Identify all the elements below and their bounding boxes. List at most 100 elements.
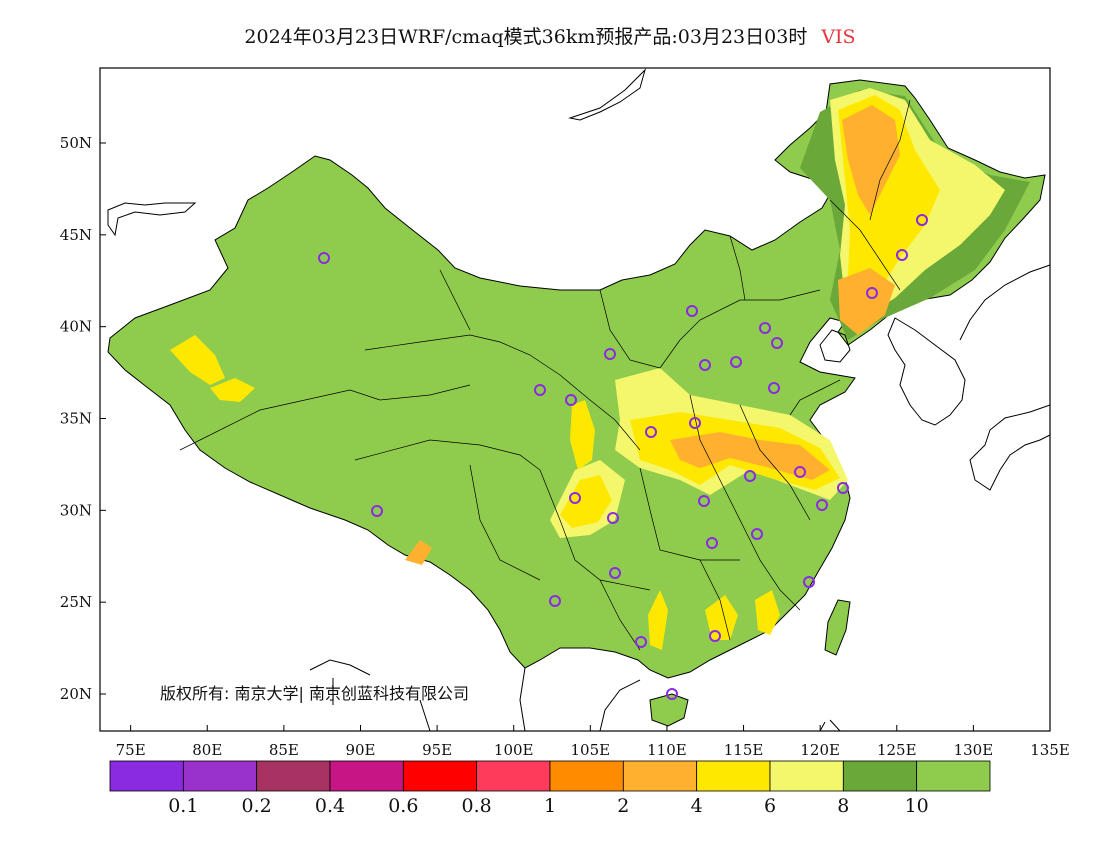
lon-tick-label: 100E <box>494 741 534 759</box>
title-main: 2024年03月23日WRF/cmaq模式36km预报产品:03月23日03时 <box>244 26 808 48</box>
station-marker <box>371 505 383 517</box>
colorbar-swatch <box>842 760 918 792</box>
colorbar-swatch <box>256 760 331 792</box>
coast-india <box>309 659 431 732</box>
title-variable: VIS <box>821 26 856 48</box>
lon-tick-label: 80E <box>192 741 222 759</box>
lon-tick-label: 95E <box>422 741 452 759</box>
station-marker <box>816 499 828 511</box>
coast-bohai <box>819 329 851 363</box>
lon-tick-label: 110E <box>647 741 687 759</box>
latitude-axis: 20N 25N 30N 35N 40N 45N 50N <box>60 134 106 703</box>
lat-tick-label: 30N <box>60 501 92 519</box>
colorbar-swatch <box>329 760 404 792</box>
station-marker <box>794 466 806 478</box>
station-marker <box>686 305 698 317</box>
lon-tick-label: 135E <box>1030 741 1070 759</box>
lon-tick-label: 105E <box>571 741 611 759</box>
station-marker <box>771 337 783 349</box>
station-marker <box>534 384 546 396</box>
station-marker <box>751 528 763 540</box>
province-boundaries <box>179 99 911 651</box>
colorbar-label: 6 <box>764 795 776 817</box>
lon-tick-label: 85E <box>269 741 299 759</box>
colorbar-label: 10 <box>905 795 929 817</box>
station-marker <box>666 688 678 700</box>
colorbar-label: 8 <box>837 795 849 817</box>
coast-korea <box>887 317 966 426</box>
coast-kazakh-lake <box>107 202 197 237</box>
station-marker <box>635 636 647 648</box>
patch-northeast-orange <box>842 105 900 215</box>
colorbar-swatch <box>769 760 844 792</box>
china-field <box>107 79 1046 727</box>
colorbar-swatch <box>696 760 771 792</box>
colorbar-label: 0.8 <box>462 795 492 817</box>
station-marker <box>689 417 701 429</box>
coast-sakhalin <box>568 68 646 121</box>
station-marker <box>609 567 621 579</box>
station-marker <box>866 287 878 299</box>
station-marker <box>706 537 718 549</box>
colorbar-swatch <box>549 760 624 792</box>
lon-tick-label: 90E <box>345 741 375 759</box>
lat-tick-label: 40N <box>60 318 92 336</box>
colorbar: 0.1 0.2 0.4 0.6 0.8 1 2 4 6 8 10 <box>109 760 991 817</box>
patch-guangdong-yellow <box>705 595 738 640</box>
patch-guangxi-yellow <box>648 590 668 650</box>
station-marker <box>759 322 771 334</box>
lon-tick-label: 115E <box>724 741 764 759</box>
patch-liaoning-orange <box>838 268 895 335</box>
colorbar-label: 0.2 <box>242 795 272 817</box>
station-marker <box>569 492 581 504</box>
patch-sichuan-yellow <box>560 475 612 528</box>
lat-tick-label: 50N <box>60 134 92 152</box>
coast-indochina <box>519 667 641 732</box>
colorbar-label: 2 <box>617 795 629 817</box>
station-marker <box>699 359 711 371</box>
station-markers <box>318 214 928 700</box>
taiwan-island <box>824 599 851 656</box>
coast-philippines <box>819 719 841 732</box>
colorbar-label: 0.6 <box>388 795 418 817</box>
station-marker <box>645 426 657 438</box>
lon-tick-label: 120E <box>800 741 840 759</box>
station-marker <box>896 249 908 261</box>
lat-tick-label: 20N <box>60 685 92 703</box>
coast-japan <box>959 264 1051 491</box>
station-marker <box>709 630 721 642</box>
station-marker <box>565 394 577 406</box>
station-marker <box>916 214 928 226</box>
colorbar-swatch <box>476 760 551 792</box>
patch-xinjiang-yellow <box>170 335 225 385</box>
station-marker <box>744 470 756 482</box>
colorbar-label: 1 <box>544 795 556 817</box>
colorbar-label: 0.1 <box>168 795 198 817</box>
lon-tick-label: 130E <box>954 741 994 759</box>
patch-xinjiang-yellow-2 <box>210 378 255 402</box>
colorbar-swatch <box>916 760 991 792</box>
map-title: 2024年03月23日WRF/cmaq模式36km预报产品:03月23日03时 V… <box>0 22 1100 49</box>
colorbar-swatch <box>182 760 258 792</box>
station-marker <box>803 576 815 588</box>
patch-tibet-orange <box>405 540 432 565</box>
colorbar-label: 0.4 <box>315 795 345 817</box>
lat-tick-label: 35N <box>60 410 92 428</box>
station-marker <box>768 382 780 394</box>
station-marker <box>837 482 849 494</box>
lon-tick-label: 75E <box>116 741 146 759</box>
station-marker <box>604 348 616 360</box>
colorbar-swatch <box>402 760 478 792</box>
patch-fujian-yellow <box>755 590 780 635</box>
neighbour-coastlines <box>107 68 1051 732</box>
station-marker <box>607 512 619 524</box>
station-marker <box>698 495 710 507</box>
low-visibility-patches <box>170 88 1030 650</box>
longitude-axis: 75E 80E 85E 90E 95E 100E 105E 110E 115E 120E 125E 1… <box>116 725 1070 759</box>
colorbar-swatch <box>622 760 698 792</box>
lat-tick-label: 25N <box>60 593 92 611</box>
colorbar-swatch <box>109 760 184 792</box>
station-marker <box>318 252 330 264</box>
hainan-island <box>649 693 689 727</box>
